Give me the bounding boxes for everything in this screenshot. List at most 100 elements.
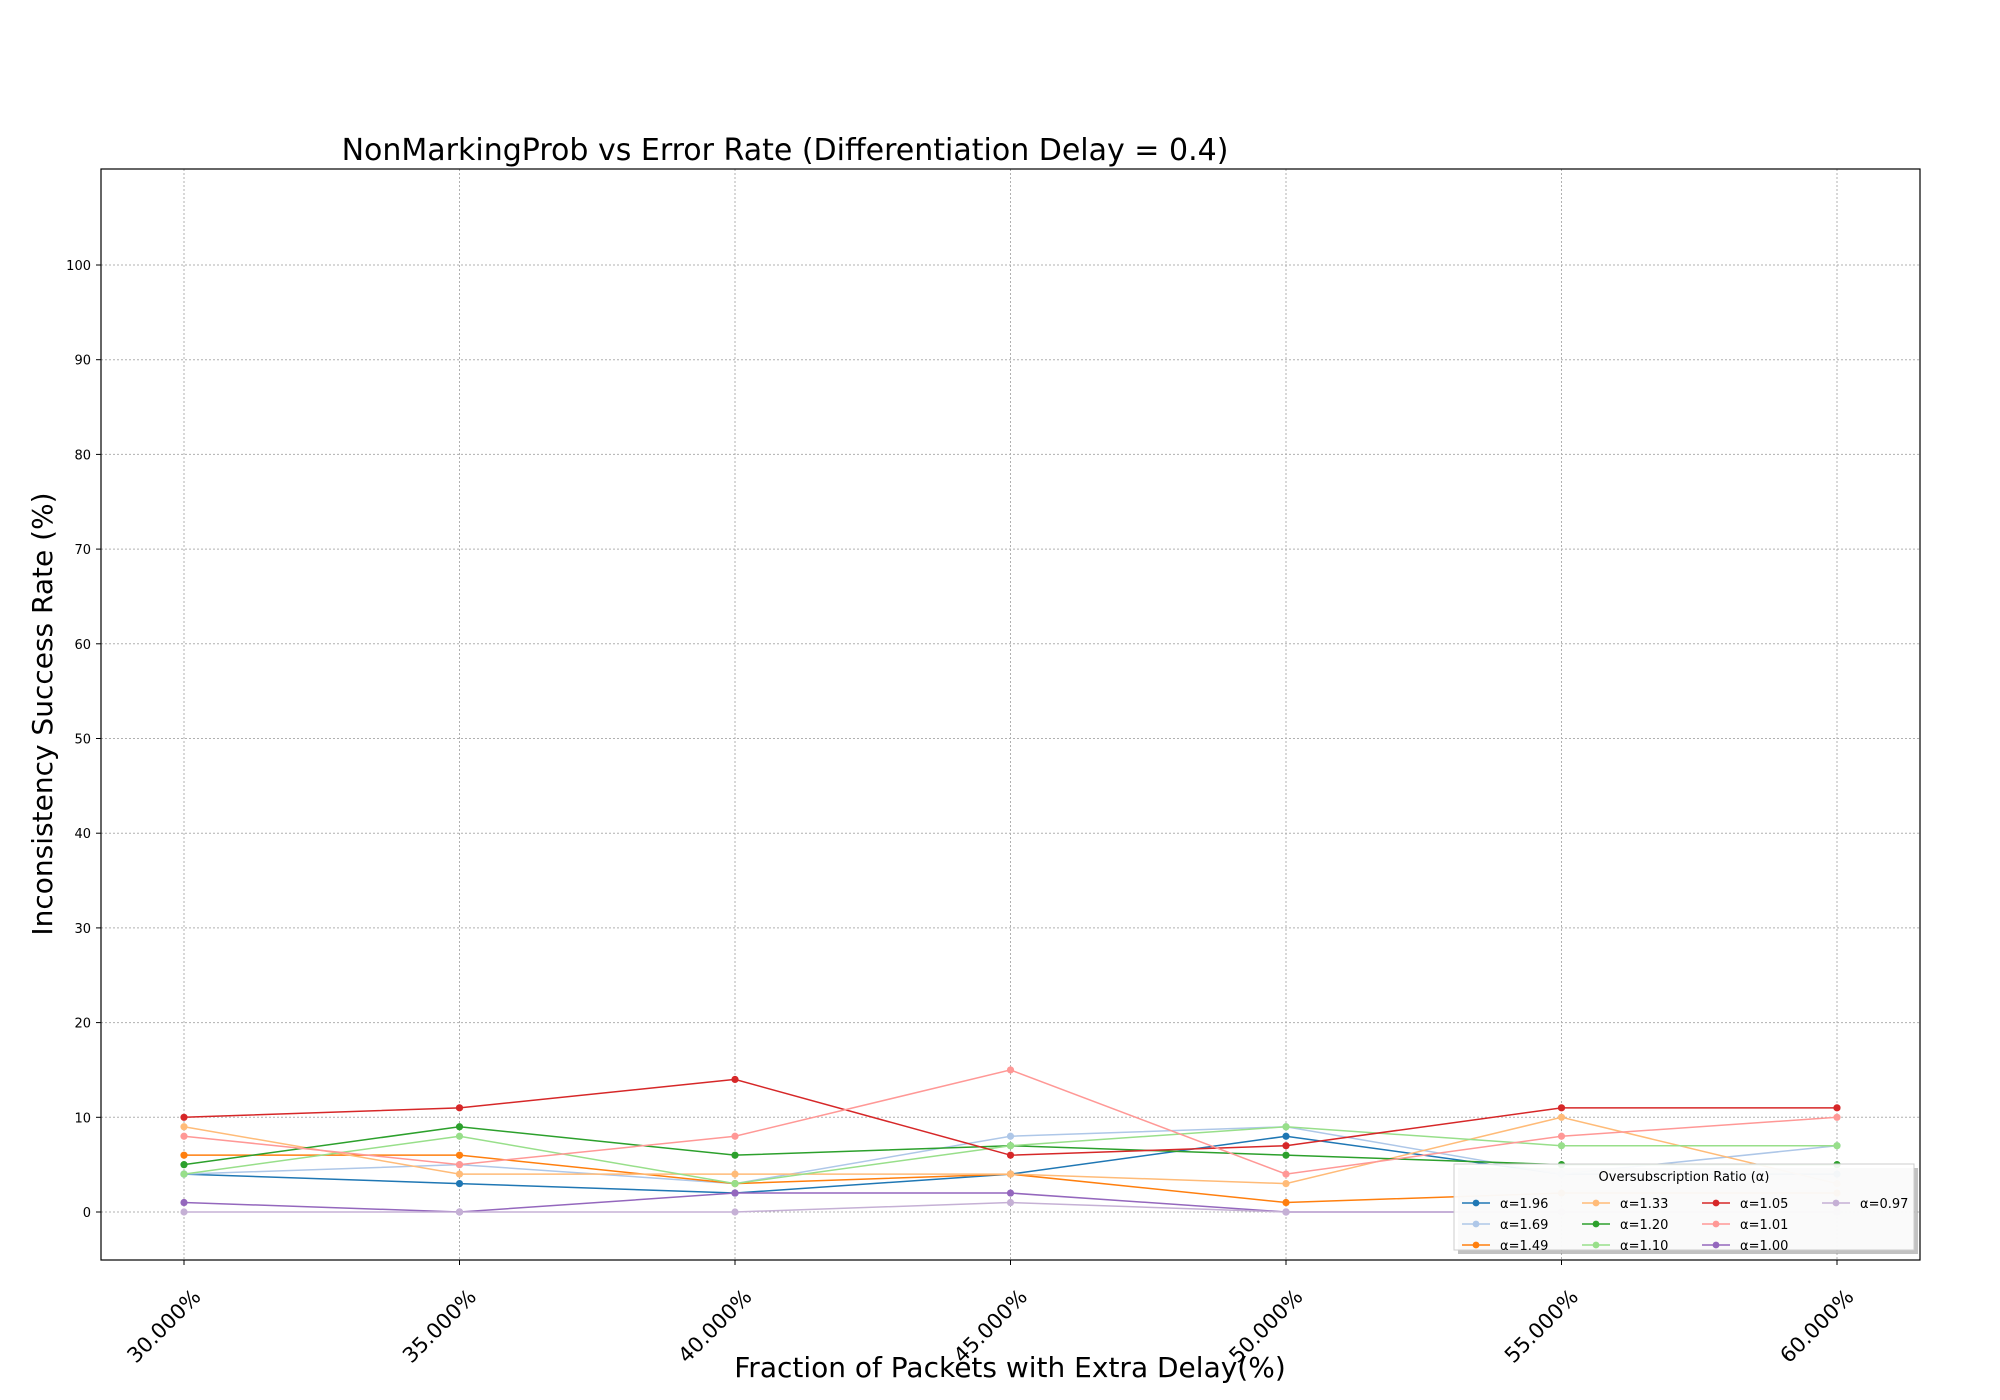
- legend-swatch-marker: [1592, 1241, 1600, 1249]
- y-tick-label: 100: [66, 259, 91, 274]
- series-6: [180, 1075, 1841, 1159]
- legend-swatch-marker: [1712, 1220, 1720, 1228]
- data-point: [1006, 1142, 1015, 1150]
- data-point: [455, 1123, 464, 1131]
- y-tick-label: 90: [74, 354, 91, 369]
- legend-item: α=1.49: [1462, 1239, 1548, 1254]
- data-point: [455, 1208, 464, 1216]
- data-point: [1557, 1132, 1566, 1140]
- legend-swatch-marker: [1472, 1199, 1480, 1207]
- data-point: [1557, 1104, 1566, 1112]
- x-tick-label: 35.000%: [398, 1285, 481, 1368]
- y-tick-label: 50: [74, 733, 91, 748]
- data-point: [731, 1075, 739, 1084]
- legend-items: α=1.96 α=1.69 α=1.49 α=1.33 α=1.20 α=1.10 α=1.…: [1462, 1197, 1908, 1254]
- legend-label: α=1.10: [1620, 1239, 1668, 1254]
- data-point: [180, 1113, 188, 1121]
- series-7: [180, 1066, 1841, 1178]
- data-point: [455, 1132, 464, 1140]
- data-point: [455, 1104, 464, 1112]
- legend-box: [1453, 1163, 1915, 1251]
- data-point: [1557, 1113, 1566, 1121]
- legend-swatch-marker: [1712, 1241, 1720, 1249]
- data-point: [1282, 1198, 1290, 1207]
- legend-item: α=1.20: [1582, 1218, 1668, 1233]
- legend-title: Oversubscription Ratio (α): [1599, 1170, 1770, 1185]
- data-point: [1006, 1170, 1015, 1178]
- x-tick-label: 55.000%: [1500, 1285, 1583, 1368]
- data-point: [731, 1189, 739, 1197]
- data-point: [455, 1179, 464, 1188]
- legend-label: α=1.96: [1500, 1197, 1548, 1212]
- data-point: [180, 1151, 188, 1159]
- series-5: [180, 1123, 1841, 1188]
- data-point: [1833, 1113, 1841, 1121]
- data-point: [1006, 1198, 1015, 1207]
- x-tick-label: 30.000%: [122, 1285, 205, 1368]
- legend: Oversubscription Ratio (α) α=1.96α=1.69α…: [1453, 1163, 1918, 1254]
- y-tick-label: 60: [74, 638, 91, 653]
- legend-item: α=1.05: [1702, 1197, 1788, 1212]
- y-axis-title: Inconsistency Success Rate (%): [26, 492, 59, 935]
- data-point: [1282, 1208, 1290, 1216]
- y-tick-label: 70: [74, 543, 91, 558]
- data-point: [731, 1208, 739, 1216]
- legend-label: α=1.01: [1740, 1218, 1788, 1233]
- y-tick-label: 30: [74, 922, 91, 937]
- legend-swatch-marker: [1472, 1241, 1480, 1249]
- data-point: [731, 1170, 739, 1178]
- data-point: [455, 1170, 464, 1178]
- x-tick-label: 60.000%: [1775, 1285, 1858, 1368]
- legend-swatch-marker: [1592, 1220, 1600, 1228]
- legend-item: α=1.33: [1582, 1197, 1668, 1212]
- legend-label: α=0.97: [1860, 1197, 1908, 1212]
- legend-item: α=1.00: [1702, 1239, 1788, 1254]
- data-point: [455, 1161, 464, 1169]
- data-point: [1282, 1170, 1290, 1178]
- data-point: [1282, 1132, 1290, 1140]
- legend-label: α=1.20: [1620, 1218, 1668, 1233]
- data-point: [731, 1179, 739, 1188]
- data-point: [180, 1198, 188, 1207]
- data-point: [1557, 1142, 1566, 1150]
- legend-label: α=1.49: [1500, 1239, 1548, 1254]
- data-point: [1006, 1151, 1015, 1159]
- data-point: [731, 1132, 739, 1140]
- y-tick-label: 40: [74, 827, 91, 842]
- legend-label: α=1.33: [1620, 1197, 1668, 1212]
- data-point: [180, 1132, 188, 1140]
- data-point: [455, 1151, 464, 1159]
- data-point: [1006, 1189, 1015, 1197]
- data-point: [1833, 1104, 1841, 1112]
- data-point: [1006, 1132, 1015, 1140]
- data-point: [180, 1208, 188, 1216]
- legend-item: α=1.10: [1582, 1239, 1668, 1254]
- legend-swatch-marker: [1712, 1199, 1720, 1207]
- legend-swatch-marker: [1592, 1199, 1600, 1207]
- y-tick-label: 0: [83, 1206, 91, 1221]
- y-tick-label: 20: [74, 1017, 91, 1032]
- x-axis-title: Fraction of Packets with Extra Delay(%): [734, 1351, 1286, 1384]
- grid: [101, 169, 1920, 1260]
- y-tick-label: 80: [74, 448, 91, 463]
- legend-swatch-marker: [1832, 1199, 1840, 1207]
- data-point: [1282, 1179, 1290, 1188]
- legend-label: α=1.69: [1500, 1218, 1548, 1233]
- legend-item: α=1.69: [1462, 1218, 1548, 1233]
- data-point: [1282, 1142, 1290, 1150]
- legend-item: α=1.01: [1702, 1218, 1788, 1233]
- y-axis-ticks: 0 10 20 30 40 50 60 70 80 90 100: [66, 259, 101, 1221]
- legend-item: α=0.97: [1822, 1197, 1908, 1212]
- data-point: [1282, 1151, 1290, 1159]
- data-point: [1833, 1142, 1841, 1150]
- chart-title: NonMarkingProb vs Error Rate (Differenti…: [342, 133, 1229, 168]
- legend-swatch-marker: [1472, 1220, 1480, 1228]
- data-point: [1282, 1123, 1290, 1131]
- legend-label: α=1.05: [1740, 1197, 1788, 1212]
- data-point: [180, 1161, 188, 1169]
- y-tick-label: 10: [74, 1111, 91, 1126]
- data-point: [180, 1170, 188, 1178]
- data-point: [731, 1151, 739, 1159]
- legend-label: α=1.00: [1740, 1239, 1788, 1254]
